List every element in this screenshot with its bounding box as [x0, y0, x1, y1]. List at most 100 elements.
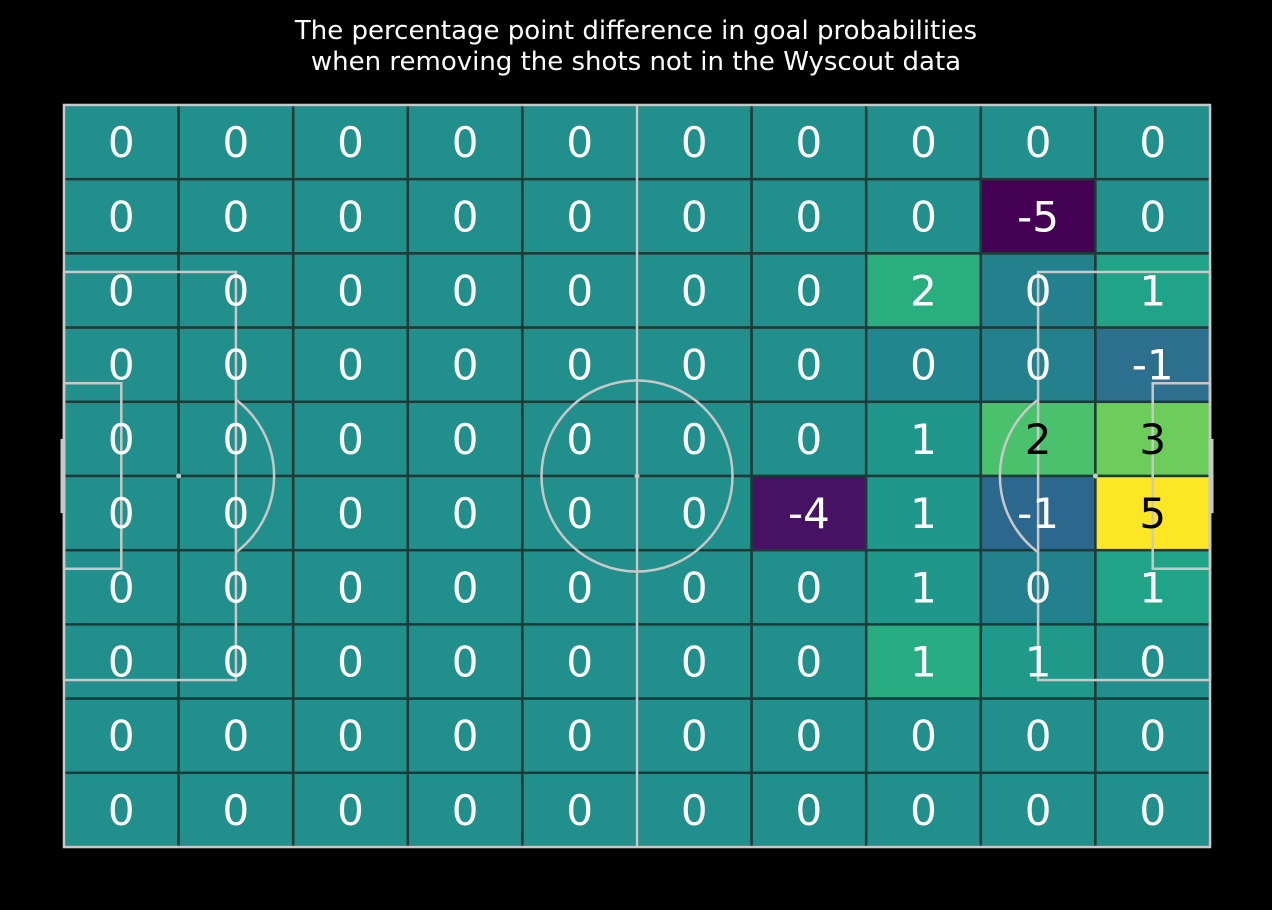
cell-label-r7-c9: 0 — [1139, 638, 1166, 687]
heatmap-cell-r7-c0 — [62, 623, 180, 700]
cell-label-r9-c9: 0 — [1139, 786, 1166, 835]
cell-label-r8-c2: 0 — [337, 712, 364, 761]
cell-label-r2-c4: 0 — [566, 267, 593, 316]
cell-label-r2-c1: 0 — [223, 267, 250, 316]
cell-label-r4-c2: 0 — [337, 415, 364, 464]
cell-label-r6-c0: 0 — [108, 563, 135, 612]
cell-label-r7-c2: 0 — [337, 638, 364, 687]
cell-label-r4-c4: 0 — [566, 415, 593, 464]
cell-label-r5-c0: 0 — [108, 489, 135, 538]
cell-label-r7-c0: 0 — [108, 638, 135, 687]
cell-label-r0-c1: 0 — [223, 118, 250, 167]
cell-label-r9-c6: 0 — [796, 786, 823, 835]
cell-label-r3-c5: 0 — [681, 341, 708, 390]
cell-label-r1-c0: 0 — [108, 192, 135, 241]
heatmap-cell-r3-c6 — [750, 326, 868, 404]
cell-label-r4-c7: 1 — [910, 415, 937, 464]
cell-label-r4-c9: 3 — [1139, 415, 1166, 464]
cell-label-r2-c6: 0 — [796, 267, 823, 316]
cell-label-r4-c6: 0 — [796, 415, 823, 464]
cell-label-r2-c0: 0 — [108, 267, 135, 316]
heatmap-cell-r5-c2 — [291, 474, 410, 552]
cell-label-r2-c2: 0 — [337, 267, 364, 316]
heatmap-cell-r0-c6 — [750, 103, 868, 181]
cell-label-r5-c5: 0 — [681, 489, 708, 538]
cell-label-r3-c2: 0 — [337, 341, 364, 390]
right-penalty-arc — [998, 398, 1039, 554]
cell-label-r7-c6: 0 — [796, 638, 823, 687]
cell-label-r0-c6: 0 — [796, 118, 823, 167]
cell-label-r0-c4: 0 — [566, 118, 593, 167]
cell-label-r0-c5: 0 — [681, 118, 708, 167]
heatmap-cell-r2-c3 — [406, 252, 524, 329]
cell-label-r6-c6: 0 — [796, 563, 823, 612]
chart-title-line-2: when removing the shots not in the Wysco… — [310, 47, 962, 77]
cell-label-r1-c4: 0 — [566, 192, 593, 241]
heatmap-cell-r9-c3 — [406, 771, 524, 849]
cell-label-r9-c5: 0 — [681, 786, 708, 835]
cell-label-r0-c3: 0 — [452, 118, 479, 167]
cell-label-r6-c7: 1 — [910, 563, 937, 612]
cell-label-r9-c3: 0 — [452, 786, 479, 835]
heatmap-cell-r0-c5 — [635, 103, 753, 181]
heatmap-cell-r7-c3 — [406, 623, 524, 700]
cell-label-r6-c4: 0 — [566, 563, 593, 612]
heatmap-cell-r2-c2 — [291, 252, 410, 329]
cell-label-r2-c7: 2 — [910, 267, 937, 316]
cell-label-r3-c1: 0 — [223, 341, 250, 390]
cell-label-r7-c5: 0 — [681, 638, 708, 687]
heatmap-cell-r4-c6 — [750, 400, 868, 478]
heatmap-cell-r1-c7 — [864, 177, 983, 255]
cell-label-r6-c3: 0 — [452, 563, 479, 612]
cell-label-r3-c7: 0 — [910, 341, 937, 390]
heatmap-cell-r8-c3 — [406, 697, 524, 775]
cell-label-r4-c0: 0 — [108, 415, 135, 464]
cell-label-r7-c8: 1 — [1025, 638, 1052, 687]
pitch-markings — [60, 103, 1214, 849]
cell-label-r4-c5: 0 — [681, 415, 708, 464]
heatmap-cell-r8-c7 — [864, 697, 983, 775]
cell-label-r8-c8: 0 — [1025, 712, 1052, 761]
cell-label-r0-c0: 0 — [108, 118, 135, 167]
cell-label-r6-c5: 0 — [681, 563, 708, 612]
cell-label-r6-c2: 0 — [337, 563, 364, 612]
chart-title-line-1: The percentage point difference in goal … — [294, 16, 978, 46]
heatmap-cell-r5-c7 — [864, 474, 983, 552]
cell-label-r3-c6: 0 — [796, 341, 823, 390]
cell-label-r1-c7: 0 — [910, 192, 937, 241]
chart-title: The percentage point difference in goal … — [0, 16, 1272, 78]
cell-label-r9-c0: 0 — [108, 786, 135, 835]
heatmap-cell-r9-c6 — [750, 771, 868, 849]
cell-label-r9-c2: 0 — [337, 786, 364, 835]
heatmap-cell-r2-c5 — [635, 252, 753, 329]
cell-label-r7-c3: 0 — [452, 638, 479, 687]
center-circle — [540, 379, 734, 573]
cell-label-r3-c0: 0 — [108, 341, 135, 390]
cell-label-r6-c9: 1 — [1139, 563, 1166, 612]
cell-label-r8-c1: 0 — [223, 712, 250, 761]
heatmap-cell-r3-c7 — [864, 326, 983, 404]
cell-label-r5-c7: 1 — [910, 489, 937, 538]
cell-label-r9-c8: 0 — [1025, 786, 1052, 835]
cell-label-r8-c3: 0 — [452, 712, 479, 761]
cell-label-r4-c1: 0 — [223, 415, 250, 464]
cell-label-r5-c6: -4 — [788, 489, 830, 538]
heatmap-cell-r3-c2 — [291, 326, 410, 404]
heatmap-cell-r0-c7 — [864, 103, 983, 181]
heatmap-cell-r0-c4 — [521, 103, 639, 181]
cell-labels: 0 0 0 0 0 0 0 0 0 0 0 0 0 0 0 0 0 0 -5 0 0 0 0 0 0 0 0 2 0 1 0 0 0 0 0 0 0 0 0… — [108, 118, 1174, 835]
heatmap-cell-r7-c5 — [635, 623, 753, 700]
cell-label-r8-c7: 0 — [910, 712, 937, 761]
cell-label-r9-c4: 0 — [566, 786, 593, 835]
cell-label-r0-c8: 0 — [1025, 118, 1052, 167]
left-penalty-spot — [176, 473, 182, 479]
cell-label-r1-c6: 0 — [796, 192, 823, 241]
cell-label-r7-c4: 0 — [566, 638, 593, 687]
cell-label-r8-c6: 0 — [796, 712, 823, 761]
cell-label-r1-c9: 0 — [1139, 192, 1166, 241]
heatmap-cell-r1-c1 — [177, 177, 295, 255]
cell-label-r5-c3: 0 — [452, 489, 479, 538]
heatmap-cell-r2-c6 — [750, 252, 868, 329]
right-penalty-spot — [1092, 473, 1098, 479]
